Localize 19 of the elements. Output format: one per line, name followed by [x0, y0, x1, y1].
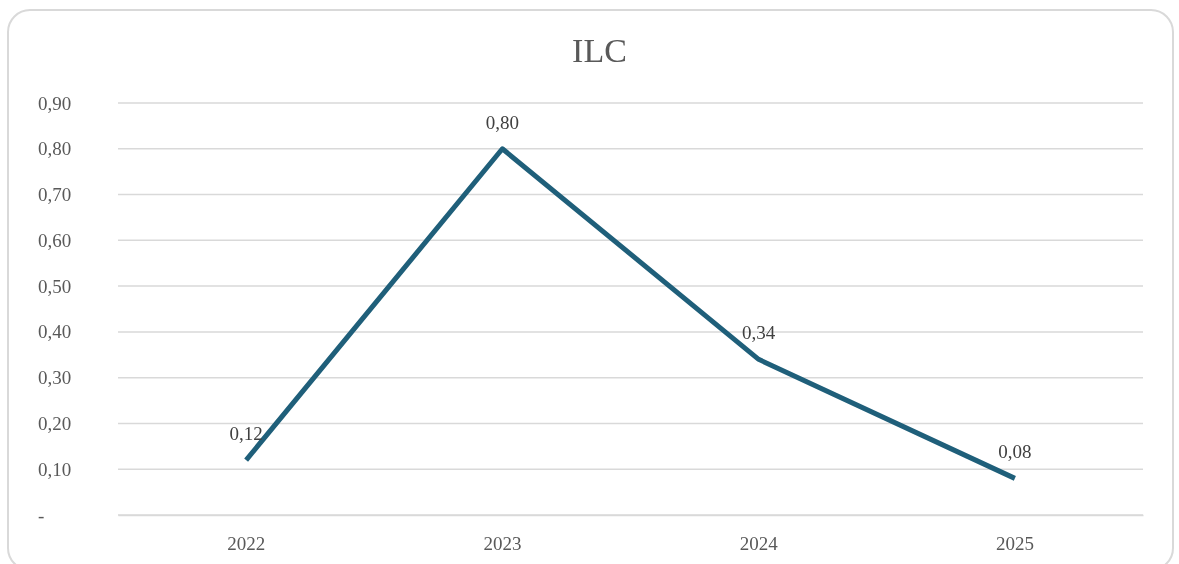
x-tick-label: 2023 [483, 533, 522, 555]
data-label: 0,12 [229, 423, 263, 445]
x-tick-label: 2024 [739, 533, 779, 555]
y-tick-label: 0,20 [38, 413, 72, 435]
y-tick-label: 0,60 [38, 229, 72, 251]
data-label: 0,08 [998, 441, 1032, 463]
y-tick-label: 0,30 [38, 367, 72, 389]
y-tick-label: 0,50 [38, 275, 72, 297]
y-tick-label: 0,10 [38, 458, 72, 480]
y-tick-label: 0,80 [38, 138, 72, 160]
data-label: 0,80 [485, 111, 519, 133]
y-tick-label: 0,90 [38, 92, 72, 114]
chart-title: ILC [572, 32, 627, 69]
x-tick-label: 2022 [227, 533, 266, 555]
y-tick-label: - [38, 504, 45, 526]
data-label: 0,34 [742, 322, 776, 344]
y-tick-label: 0,40 [38, 321, 72, 343]
y-tick-label: 0,70 [38, 184, 72, 206]
x-tick-label: 2025 [995, 533, 1034, 555]
